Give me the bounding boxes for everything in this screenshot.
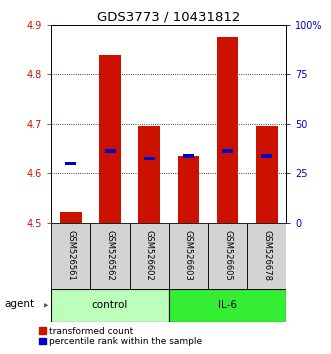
Text: GSM526605: GSM526605 (223, 230, 232, 281)
Bar (144, 157, 155, 160)
Bar (169, 289, 286, 322)
Text: agent: agent (4, 299, 34, 309)
Text: GSM526602: GSM526602 (145, 230, 154, 281)
Bar (138, 126, 160, 223)
Bar (105, 149, 116, 153)
Bar (256, 126, 277, 223)
Text: GSM526561: GSM526561 (67, 230, 75, 281)
Text: IL-6: IL-6 (218, 300, 237, 310)
Bar (247, 223, 286, 289)
Bar (60, 212, 82, 223)
Legend: transformed count, percentile rank within the sample: transformed count, percentile rank withi… (39, 327, 202, 347)
Text: GSM526562: GSM526562 (106, 230, 115, 281)
Bar (208, 223, 247, 289)
Bar (261, 154, 272, 158)
Text: GSM526678: GSM526678 (262, 230, 271, 281)
Title: GDS3773 / 10431812: GDS3773 / 10431812 (97, 11, 241, 24)
Bar (51, 289, 169, 322)
Bar (51, 223, 90, 289)
Bar (99, 55, 121, 223)
Bar (183, 154, 194, 158)
Bar (66, 162, 76, 165)
Bar (130, 223, 169, 289)
Text: GSM526603: GSM526603 (184, 230, 193, 281)
Bar (178, 156, 199, 223)
Bar (169, 223, 208, 289)
Bar (222, 149, 233, 153)
Bar (217, 37, 238, 223)
Bar (90, 223, 130, 289)
Text: control: control (92, 300, 128, 310)
